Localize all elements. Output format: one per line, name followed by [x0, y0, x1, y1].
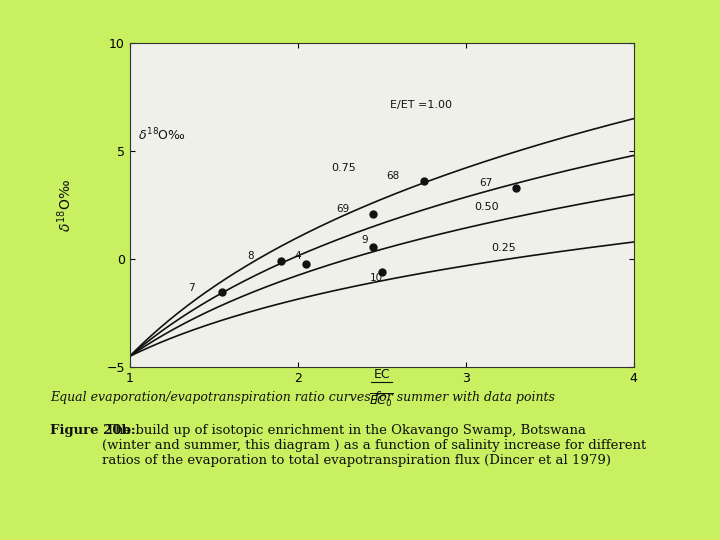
Text: Figure 20b:: Figure 20b: [50, 424, 136, 437]
Text: $\overline{EC_0}$: $\overline{EC_0}$ [369, 392, 394, 409]
Text: 67: 67 [479, 178, 492, 188]
Text: 0.50: 0.50 [474, 201, 499, 212]
Text: $\delta^{18}$O‰: $\delta^{18}$O‰ [55, 179, 74, 232]
Text: 9: 9 [361, 235, 368, 245]
Text: 68: 68 [387, 171, 400, 181]
Text: The build up of isotopic enrichment in the Okavango Swamp, Botswana
(winter and : The build up of isotopic enrichment in t… [102, 424, 647, 467]
Text: $\delta^{18}$O‰: $\delta^{18}$O‰ [138, 127, 186, 144]
Text: EC: EC [373, 368, 390, 381]
Text: E/ET =1.00: E/ET =1.00 [390, 100, 452, 110]
Text: 0.75: 0.75 [331, 163, 356, 173]
Text: 10: 10 [370, 273, 383, 283]
Text: 8: 8 [247, 251, 254, 261]
Text: Equal evaporation/evapotranspiration ratio curves for summer with data points: Equal evaporation/evapotranspiration rat… [50, 392, 555, 404]
Text: 0.25: 0.25 [491, 242, 516, 253]
Text: 69: 69 [336, 204, 350, 214]
Text: 4: 4 [294, 251, 301, 261]
Text: 7: 7 [189, 282, 195, 293]
